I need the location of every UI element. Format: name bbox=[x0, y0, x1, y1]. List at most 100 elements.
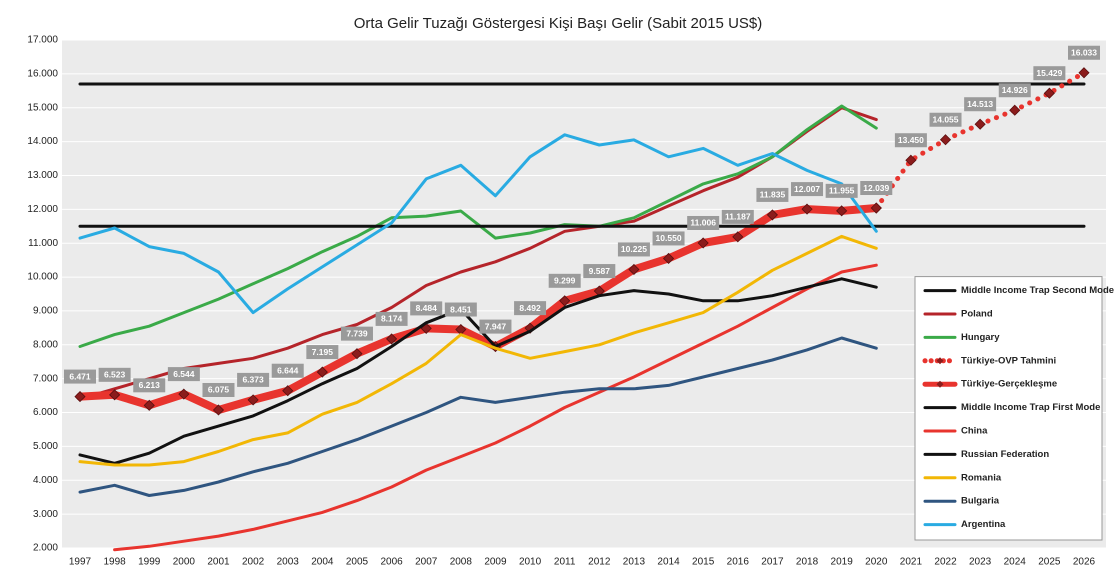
series-line bbox=[78, 133, 878, 315]
value-label: 12.039 bbox=[863, 183, 889, 193]
y-tick-label: 17.000 bbox=[27, 35, 58, 46]
point-marker bbox=[351, 348, 363, 360]
legend-marker bbox=[936, 380, 944, 388]
value-label-box bbox=[340, 326, 373, 341]
x-tick-label: 2001 bbox=[207, 557, 230, 568]
x-tick-label: 2002 bbox=[242, 557, 265, 568]
value-label: 6.075 bbox=[208, 385, 230, 395]
x-tick-label: 2020 bbox=[865, 557, 888, 568]
x-tick-label: 2000 bbox=[173, 557, 196, 568]
x-tick-label: 2021 bbox=[900, 557, 923, 568]
x-tick-label: 2017 bbox=[761, 557, 784, 568]
x-tick-label: 2026 bbox=[1073, 557, 1096, 568]
x-tick-label: 2008 bbox=[450, 557, 473, 568]
value-label: 13.450 bbox=[898, 135, 924, 145]
value-label: 8.451 bbox=[450, 304, 472, 314]
value-label-box bbox=[98, 367, 131, 382]
x-tick-label: 2023 bbox=[969, 557, 992, 568]
value-label: 7.947 bbox=[485, 321, 507, 331]
value-label-box bbox=[202, 382, 235, 397]
value-label-box bbox=[791, 182, 824, 197]
value-label-box bbox=[271, 363, 304, 378]
point-marker bbox=[559, 295, 571, 307]
y-tick-label: 11.000 bbox=[28, 238, 58, 249]
value-label-box bbox=[514, 301, 547, 316]
value-label: 8.492 bbox=[519, 303, 541, 313]
value-label-box bbox=[721, 209, 754, 224]
y-tick-label: 6.000 bbox=[33, 407, 58, 418]
value-label: 16.033 bbox=[1071, 47, 1097, 57]
value-label-box bbox=[652, 231, 685, 246]
point-marker bbox=[732, 231, 744, 243]
value-label: 11.187 bbox=[725, 212, 751, 222]
y-tick-label: 10.000 bbox=[27, 272, 58, 283]
legend-label: Russian Federation bbox=[961, 449, 1049, 460]
y-tick-label: 4.000 bbox=[33, 475, 58, 486]
legend-label: Bulgaria bbox=[961, 496, 1000, 507]
value-label: 9.299 bbox=[554, 276, 576, 286]
value-label: 12.007 bbox=[794, 184, 820, 194]
value-label-box bbox=[306, 345, 339, 360]
point-marker bbox=[316, 366, 328, 378]
point-marker bbox=[1043, 87, 1055, 99]
series-line bbox=[78, 234, 878, 467]
legend-label: Hungary bbox=[961, 332, 1000, 343]
point-marker bbox=[386, 333, 398, 345]
y-tick-label: 9.000 bbox=[33, 306, 58, 317]
series-line bbox=[78, 104, 878, 348]
x-tick-label: 1999 bbox=[138, 557, 161, 568]
value-label-box bbox=[64, 369, 96, 384]
point-marker bbox=[143, 399, 155, 411]
series-line bbox=[76, 204, 881, 414]
value-label: 7.739 bbox=[346, 328, 368, 338]
point-marker bbox=[178, 388, 190, 400]
x-tick-label: 2015 bbox=[692, 557, 715, 568]
value-label-box bbox=[964, 97, 997, 112]
y-tick-label: 15.000 bbox=[27, 102, 58, 113]
value-label-box bbox=[929, 112, 962, 127]
value-label-box bbox=[894, 133, 927, 148]
value-label: 6.644 bbox=[277, 365, 299, 375]
legend-label: Middle Income Trap First Mode bbox=[961, 402, 1100, 413]
point-marker bbox=[212, 404, 225, 416]
x-tick-label: 2009 bbox=[484, 557, 507, 568]
y-tick-label: 16.000 bbox=[27, 69, 58, 80]
value-label: 8.484 bbox=[416, 303, 438, 313]
series-line bbox=[78, 336, 878, 497]
point-marker bbox=[801, 203, 813, 215]
point-marker bbox=[524, 322, 536, 334]
value-label: 6.471 bbox=[69, 371, 91, 381]
point-marker bbox=[870, 202, 882, 214]
x-tick-label: 2013 bbox=[623, 557, 646, 568]
x-tick-label: 2016 bbox=[727, 557, 750, 568]
point-marker bbox=[974, 118, 986, 130]
y-tick-label: 13.000 bbox=[27, 170, 58, 181]
legend-label: Romania bbox=[961, 472, 1002, 483]
value-label-box bbox=[133, 378, 166, 393]
value-label: 15.429 bbox=[1036, 68, 1062, 78]
legend-label: China bbox=[961, 426, 988, 437]
point-marker bbox=[247, 394, 259, 406]
value-label-box bbox=[548, 273, 581, 288]
value-label: 14.513 bbox=[967, 99, 993, 109]
x-tick-label: 2022 bbox=[934, 557, 957, 568]
point-marker bbox=[282, 385, 294, 397]
value-label-box bbox=[687, 215, 720, 230]
x-tick-label: 2024 bbox=[1004, 557, 1027, 568]
value-label-box bbox=[375, 311, 408, 326]
x-tick-label: 1998 bbox=[103, 557, 126, 568]
value-label-box bbox=[860, 181, 893, 196]
legend-label: Türkiye-OVP Tahmini bbox=[961, 355, 1056, 366]
value-label: 11.006 bbox=[690, 218, 716, 228]
legend-marker bbox=[936, 357, 944, 365]
value-label-box bbox=[1068, 45, 1100, 60]
point-marker bbox=[109, 389, 121, 401]
value-label-box bbox=[167, 367, 200, 382]
x-tick-label: 1997 bbox=[69, 557, 92, 568]
value-label: 10.225 bbox=[621, 244, 647, 254]
x-tick-label: 2025 bbox=[1038, 557, 1061, 568]
point-marker bbox=[1078, 67, 1090, 79]
series-line bbox=[78, 106, 878, 401]
y-tick-label: 12.000 bbox=[27, 204, 58, 215]
